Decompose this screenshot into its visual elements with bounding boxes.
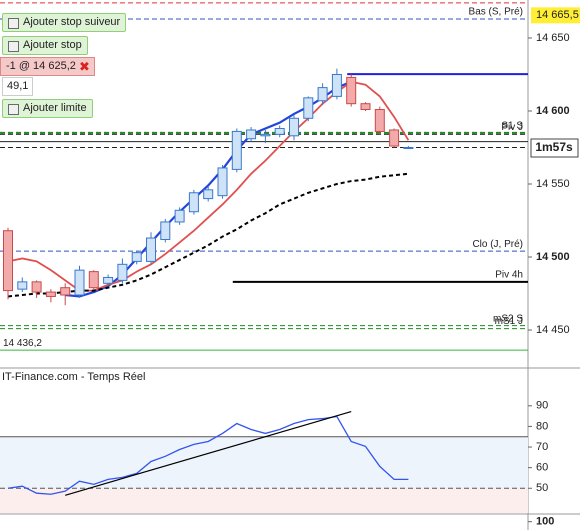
level-label: Bas (S, Pré): [469, 7, 523, 18]
candle-body: [274, 128, 285, 135]
level-label: 14 436,2: [3, 338, 42, 349]
candle-body: [17, 281, 28, 290]
candle-body: [317, 87, 328, 102]
candle-body: [403, 146, 414, 149]
candle-body: [160, 221, 171, 240]
position-box[interactable]: -1 @ 14 625,2 ✖: [0, 57, 95, 76]
countdown-box: [530, 138, 579, 158]
y-tick-label: 70: [536, 441, 548, 453]
add-stop-button[interactable]: Ajouter stop: [2, 36, 88, 55]
position-label: -1 @ 14 625,2: [6, 60, 76, 72]
candle-body: [117, 263, 128, 281]
candle-body: [146, 237, 156, 262]
band: [0, 488, 528, 513]
candle-body: [260, 133, 271, 137]
candle-body: [31, 281, 42, 293]
y-tick-label: 14 500: [536, 251, 570, 263]
y-tick-label: 90: [536, 400, 548, 412]
y-tick-label: 14 450: [536, 324, 570, 336]
candle-body: [3, 230, 13, 292]
candle-body: [303, 97, 314, 119]
price-label: 14 665,5: [536, 9, 579, 21]
level-label: Piv 4h: [495, 269, 523, 280]
candle-body: [217, 167, 228, 197]
y-tick-label: 14 550: [536, 178, 570, 190]
candle-body: [74, 269, 85, 296]
band: [0, 436, 528, 489]
level-label: Clo (J, Pré): [472, 239, 523, 250]
candle-body: [131, 252, 142, 262]
y-tick-label: 50: [536, 482, 548, 494]
candle-body: [374, 109, 385, 132]
candle-body: [174, 209, 185, 223]
y-tick-label: 14 650: [536, 32, 570, 44]
candle-body: [346, 76, 357, 105]
candle-body: [45, 291, 56, 297]
candle-body: [289, 117, 299, 137]
quantity-box: 49,1: [2, 77, 34, 96]
candle-body: [231, 130, 242, 170]
close-icon[interactable]: ✖: [78, 59, 90, 74]
candle-body: [203, 189, 214, 200]
panel-title: IT-Finance.com - Temps Réel: [2, 371, 145, 383]
candle-body: [360, 103, 371, 111]
candle-body: [88, 271, 99, 289]
level-label: mS2 S: [493, 313, 523, 324]
level-label: Piv J: [501, 122, 523, 133]
indicator-line: [7, 415, 409, 495]
candle-body: [246, 129, 257, 140]
add-limit-button[interactable]: Ajouter limite: [2, 99, 93, 118]
add-trailing-stop-button[interactable]: Ajouter stop suiveur: [2, 13, 127, 32]
y-tick-label: 60: [536, 462, 548, 474]
y-tick-label: 100: [536, 516, 554, 528]
candle-body: [60, 287, 71, 296]
price-panel: [0, 0, 528, 368]
candle-body: [103, 276, 114, 284]
level-label: S1 S: [501, 121, 523, 132]
level-label: mS1 J: [495, 316, 523, 327]
moving-average: [7, 172, 409, 298]
y-tick-label: 80: [536, 420, 548, 432]
countdown: 1m57s: [535, 140, 573, 154]
price-label-box: [531, 7, 580, 24]
trendline: [65, 410, 352, 496]
candle-body: [389, 129, 400, 147]
candle-body: [188, 192, 199, 213]
candle-body: [331, 73, 342, 97]
y-tick-label: 14 600: [536, 105, 570, 117]
